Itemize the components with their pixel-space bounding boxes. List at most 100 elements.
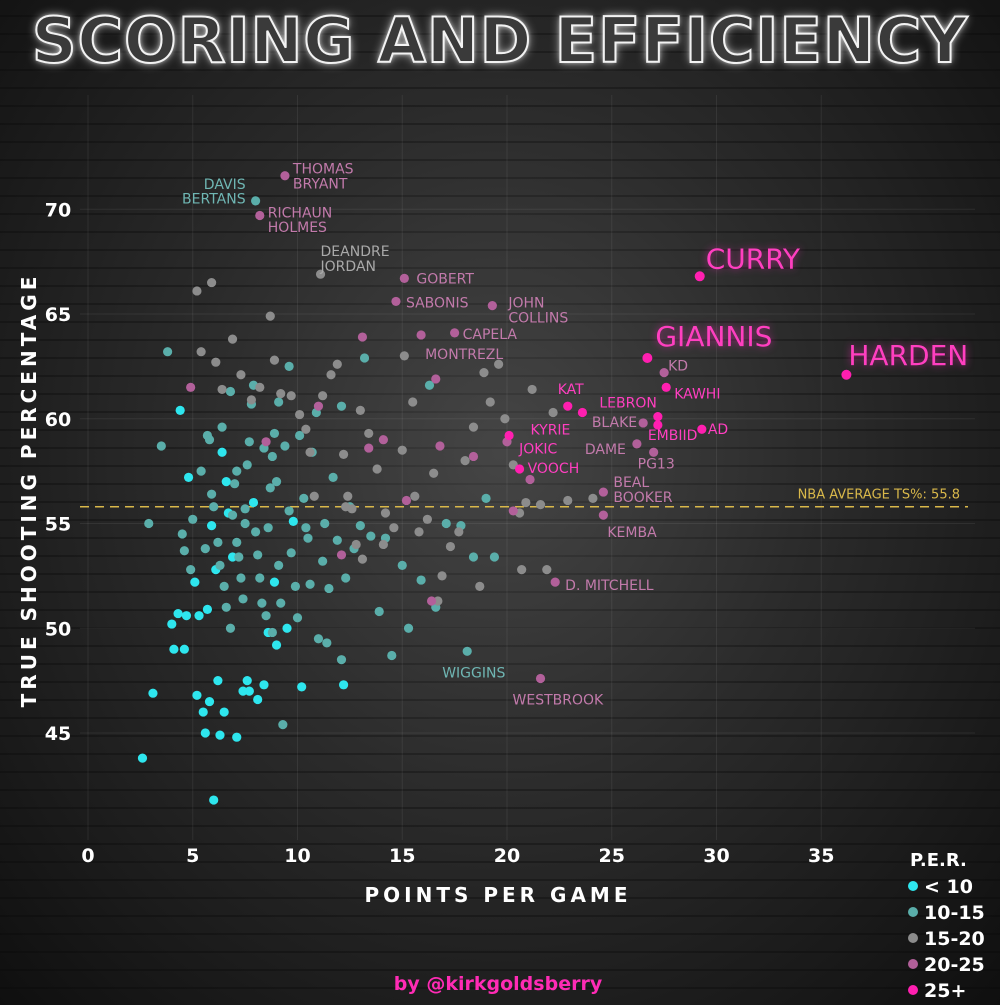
data-point (240, 504, 250, 514)
data-point (261, 611, 271, 621)
data-point (542, 564, 552, 575)
data-point (274, 397, 284, 407)
data-point (181, 611, 192, 621)
data-point (408, 397, 418, 407)
data-point (186, 382, 196, 392)
point-label: MONTREZL (425, 347, 503, 363)
y-axis-title: TRUE SHOOTING PERCENTAGE (17, 273, 41, 708)
labeled-point-embiid (653, 420, 663, 430)
data-point (374, 606, 384, 617)
labeled-point-kawhi (661, 382, 671, 392)
data-point (301, 523, 311, 533)
point-label: WIGGINS (442, 665, 505, 681)
x-tick-label: 25 (599, 845, 625, 867)
data-point (338, 449, 349, 459)
data-point (217, 422, 227, 432)
data-point (219, 707, 229, 717)
data-point (341, 502, 351, 512)
data-point (355, 520, 365, 531)
data-point (246, 395, 257, 405)
data-point (441, 518, 451, 529)
data-point (192, 286, 202, 296)
legend-swatch (908, 881, 918, 891)
data-point (416, 575, 426, 585)
labeled-point-john-collins (487, 301, 497, 311)
legend-label: 20-25 (924, 954, 985, 976)
data-point (357, 554, 368, 564)
labeled-point-sabonis (391, 296, 401, 307)
data-point (194, 611, 204, 621)
labeled-point-kd (659, 368, 669, 378)
legend-label: 10-15 (924, 902, 985, 924)
data-point (468, 552, 479, 562)
legend-swatch (908, 933, 918, 943)
data-point (255, 382, 265, 392)
y-tick-label: 55 (45, 514, 71, 536)
point-label: KAT (558, 382, 584, 398)
data-point (485, 397, 495, 407)
chart-title: SCORING AND EFFICIENCY (31, 3, 969, 78)
y-tick-label: 50 (45, 618, 71, 640)
x-tick-label: 30 (703, 845, 729, 867)
data-point (286, 548, 296, 558)
data-point (251, 527, 261, 537)
legend-title: P.E.R. (910, 850, 967, 871)
data-point (326, 370, 336, 380)
point-labels: CURRY GIANNIS HARDEN KD KAWHI LEBRON BLAKE EMBI… (182, 162, 968, 709)
point-label: DAME (585, 442, 626, 458)
data-point (190, 577, 200, 587)
data-point (209, 502, 219, 512)
data-point (429, 468, 439, 478)
data-point (286, 391, 296, 401)
point-label: SABONIS (406, 295, 469, 311)
data-point (276, 389, 286, 399)
data-point (236, 370, 246, 380)
data-point (179, 644, 189, 654)
data-point (332, 535, 342, 545)
labeled-point-giannis (642, 352, 653, 363)
labeled-point-montrezl (416, 330, 426, 340)
data-point (221, 602, 231, 612)
labeled-point-dame (632, 439, 642, 449)
labeled-point-gobert (399, 273, 409, 283)
labeled-point-wiggins (462, 646, 472, 656)
data-point (588, 493, 598, 503)
data-point (198, 707, 208, 717)
point-label: AD (708, 422, 728, 438)
data-point (242, 676, 252, 686)
data-point (259, 680, 269, 690)
data-point (313, 401, 324, 411)
x-tick-label: 35 (808, 845, 834, 867)
point-label: JOHN COLLINS (507, 296, 568, 327)
labeled-point-kyrie (577, 407, 588, 418)
data-point (225, 623, 236, 633)
data-point (489, 552, 500, 562)
data-point (294, 430, 305, 441)
data-point (336, 655, 347, 665)
data-point (433, 596, 443, 606)
data-point (305, 579, 315, 589)
data-point (215, 730, 225, 740)
data-point (454, 527, 464, 537)
data-point (422, 514, 432, 524)
data-point (244, 686, 254, 696)
data-point (188, 514, 198, 524)
data-point (410, 491, 420, 501)
data-point (305, 447, 315, 457)
data-point (299, 493, 309, 503)
data-point (351, 539, 361, 550)
data-point (242, 460, 252, 470)
data-points (137, 171, 852, 805)
data-point (169, 644, 179, 654)
y-tick-label: 65 (45, 304, 71, 326)
data-point (294, 409, 305, 420)
data-point (276, 598, 286, 608)
data-point (240, 518, 250, 529)
point-label: LEBRON (599, 396, 656, 412)
labeled-point-westbrook (535, 673, 546, 684)
data-point (257, 598, 267, 608)
labeled-point-pg13 (649, 447, 659, 457)
data-point (274, 560, 284, 571)
data-point (196, 466, 206, 476)
